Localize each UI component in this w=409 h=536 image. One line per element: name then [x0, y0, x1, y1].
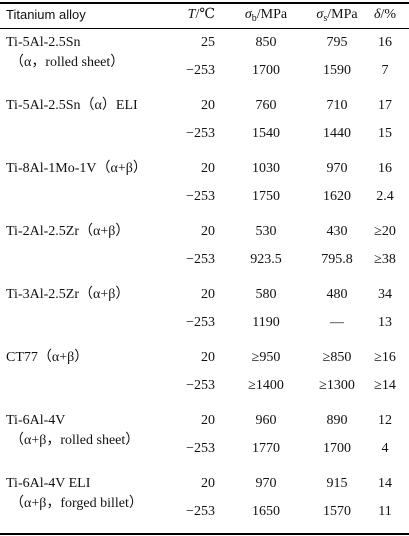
value-cell: 20	[201, 476, 215, 491]
value-cell: 16	[378, 161, 392, 176]
alloy-name: CT77（α+β）	[6, 350, 89, 365]
alloy-name: （α+β，rolled sheet）	[10, 433, 140, 448]
alloy-name: Ti-5Al-2.5Sn	[6, 35, 81, 50]
value-cell: 1570	[323, 504, 351, 519]
value-cell: ≥38	[374, 252, 396, 267]
value-cell: 12	[378, 413, 392, 428]
header-unit: /℃	[195, 7, 215, 22]
value-cell: 1770	[252, 441, 280, 456]
value-cell: ≥1300	[319, 378, 355, 393]
value-cell: 1750	[252, 189, 280, 204]
value-cell: ≥1400	[248, 378, 284, 393]
value-cell: 2.4	[376, 189, 394, 204]
alloy-name: Ti-2Al-2.5Zr（α+β）	[6, 224, 130, 239]
alloy-name: （α+β，forged billet）	[10, 496, 143, 511]
value-cell: 1700	[252, 63, 280, 78]
value-cell: −253	[186, 441, 215, 456]
header-subscript: b	[251, 13, 257, 24]
value-cell: 915	[326, 476, 348, 491]
value-cell: 960	[255, 413, 277, 428]
alloy-name: Ti-6Al-4V ELI	[6, 476, 91, 491]
value-cell: 7	[381, 63, 389, 78]
top-rule	[0, 2, 409, 4]
alloy-name: Ti-5Al-2.5Sn（α）ELI	[6, 98, 138, 113]
value-cell: 795	[326, 35, 348, 50]
header-unit: /MPa	[327, 7, 358, 22]
header-symbol: T	[187, 7, 196, 22]
value-cell: 15	[378, 126, 392, 141]
value-cell: 760	[255, 98, 277, 113]
header-unit: /%	[380, 7, 397, 22]
value-cell: 795.8	[321, 252, 353, 267]
value-cell: −253	[186, 63, 215, 78]
value-cell: −253	[186, 504, 215, 519]
value-cell: ≥950	[251, 350, 281, 365]
value-cell: 923.5	[250, 252, 282, 267]
value-cell: −253	[186, 189, 215, 204]
value-cell: 1190	[252, 315, 280, 330]
header-cell: σs/MPa	[316, 6, 357, 28]
value-cell: −253	[186, 126, 215, 141]
alloy-name: Ti-3Al-2.5Zr（α+β）	[6, 287, 130, 302]
value-cell: 970	[326, 161, 348, 176]
value-cell: ≥20	[374, 224, 396, 239]
value-cell: 850	[255, 35, 277, 50]
value-cell: 480	[326, 287, 348, 302]
value-cell: 4	[381, 441, 389, 456]
value-cell: 1540	[252, 126, 280, 141]
header-symbol: δ	[373, 7, 381, 22]
value-cell: 20	[201, 98, 215, 113]
header-cell: σb/MPa	[245, 6, 287, 28]
value-cell: 25	[201, 35, 215, 50]
value-cell: −253	[186, 378, 215, 393]
value-cell: 20	[201, 287, 215, 302]
header-cell: T/℃	[188, 6, 215, 24]
header-unit: /MPa	[256, 7, 288, 22]
value-cell: 20	[201, 413, 215, 428]
header-subscript: s	[323, 13, 328, 24]
value-cell: 580	[255, 287, 277, 302]
header-symbol: σ	[244, 7, 252, 22]
value-cell: 970	[255, 476, 277, 491]
alloy-name: Ti-6Al-4V	[6, 413, 66, 428]
value-cell: 13	[378, 315, 392, 330]
alloy-name: （α，rolled sheet）	[10, 55, 125, 70]
value-cell: −253	[186, 315, 215, 330]
value-cell: 1650	[252, 504, 280, 519]
value-cell: 20	[201, 224, 215, 239]
value-cell: ≥14	[374, 378, 396, 393]
header-rule	[0, 28, 409, 29]
value-cell: 1620	[323, 189, 351, 204]
value-cell: 1700	[323, 441, 351, 456]
value-cell: −253	[186, 252, 215, 267]
value-cell: 430	[326, 224, 348, 239]
value-cell: 710	[326, 98, 348, 113]
value-cell: 890	[326, 413, 348, 428]
value-cell: —	[330, 315, 344, 330]
header-cell: δ/%	[374, 6, 396, 24]
value-cell: 20	[201, 161, 215, 176]
value-cell: 16	[378, 35, 392, 50]
alloy-name: Ti-8Al-1Mo-1V（α+β）	[6, 161, 147, 176]
value-cell: 20	[201, 350, 215, 365]
bottom-rule	[0, 533, 409, 535]
value-cell: 1030	[252, 161, 280, 176]
value-cell: ≥16	[374, 350, 396, 365]
value-cell: 34	[378, 287, 392, 302]
value-cell: 11	[378, 504, 392, 519]
header-cell: Titanium alloy	[6, 7, 86, 22]
value-cell: 1440	[323, 126, 351, 141]
value-cell: 530	[255, 224, 277, 239]
value-cell: ≥850	[322, 350, 352, 365]
value-cell: 17	[378, 98, 392, 113]
value-cell: 14	[378, 476, 392, 491]
header-symbol: σ	[316, 7, 324, 22]
value-cell: 1590	[323, 63, 351, 78]
